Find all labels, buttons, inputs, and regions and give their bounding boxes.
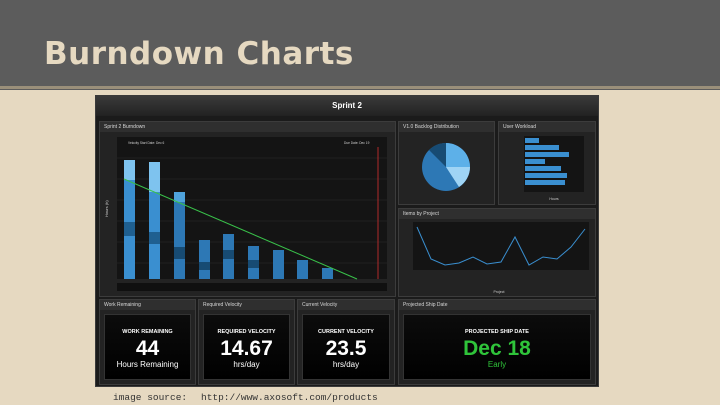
card-title: Required Velocity xyxy=(199,300,294,310)
metric-unit: hrs/day xyxy=(233,360,260,369)
dashboard-title: Sprint 2 xyxy=(332,101,362,110)
workload-bar xyxy=(525,145,559,150)
workload-bar xyxy=(525,173,567,178)
items-line xyxy=(416,226,586,266)
bar xyxy=(124,160,135,279)
bar-segment xyxy=(199,262,210,270)
burndown-legend xyxy=(117,283,387,291)
bar-segment xyxy=(124,222,135,236)
bar xyxy=(174,192,185,279)
burndown-bars xyxy=(124,160,333,279)
bar-segment xyxy=(124,160,135,180)
metric-box: CURRENT VELOCITY 23.5 hrs/day xyxy=(302,314,390,380)
pie-slice xyxy=(429,142,446,167)
bar-segment xyxy=(149,162,160,192)
metric-box: WORK REMAINING 44 Hours Remaining xyxy=(104,314,191,380)
slide-title: Burndown Charts xyxy=(44,36,354,72)
metric-label: PROJECTED SHIP DATE xyxy=(465,329,529,335)
bar xyxy=(322,268,333,279)
bar-segment xyxy=(223,250,234,259)
workload-panel[interactable]: User Workload Hours xyxy=(498,121,596,205)
metric-value: 44 xyxy=(135,337,160,360)
items-line-chart: Project xyxy=(413,222,589,294)
projected-ship-date-card[interactable]: Projected Ship Date PROJECTED SHIP DATE … xyxy=(398,299,596,385)
current-velocity-card[interactable]: Current Velocity CURRENT VELOCITY 23.5 h… xyxy=(297,299,395,385)
burndown-panel[interactable]: Sprint 2 Burndown xyxy=(99,121,396,297)
workload-title: User Workload xyxy=(499,122,595,132)
card-title: Work Remaining xyxy=(100,300,195,310)
burndown-chart: Velocity Start Date: Dec 6 Due Date: Dec… xyxy=(104,137,387,291)
metric-value: 14.67 xyxy=(220,337,273,360)
card-title: Projected Ship Date xyxy=(399,300,595,310)
start-date-label: Velocity Start Date: Dec 6 xyxy=(128,141,165,145)
workload-bar xyxy=(525,138,539,143)
backlog-pie-chart xyxy=(422,142,470,191)
items-panel[interactable]: Items by Project Project xyxy=(398,208,596,297)
bar xyxy=(149,162,160,279)
backlog-panel[interactable]: V1.0 Backlog Distribution xyxy=(398,121,495,205)
metric-unit: hrs/day xyxy=(332,360,360,369)
metric-value: 23.5 xyxy=(325,337,367,360)
items-title: Items by Project xyxy=(399,209,595,219)
metric-label: CURRENT VELOCITY xyxy=(318,329,374,335)
dashboard-header: Sprint 2 xyxy=(96,96,598,116)
dashboard-screenshot: Sprint 2 Sprint 2 Burndown xyxy=(95,95,599,387)
pie-slice xyxy=(446,143,470,167)
workload-bar xyxy=(525,159,545,164)
source-link[interactable]: http://www.axosoft.com/products xyxy=(201,392,378,403)
workload-bar xyxy=(525,152,569,157)
bar xyxy=(273,250,284,279)
metric-unit: Hours Remaining xyxy=(116,360,179,369)
metric-box: REQUIRED VELOCITY 14.67 hrs/day xyxy=(203,314,290,380)
source-label: image source: xyxy=(113,392,188,403)
workload-bar xyxy=(525,166,561,171)
title-band: Burndown Charts xyxy=(0,0,720,90)
workload-x-axis-label: Hours xyxy=(549,197,559,201)
title-rule xyxy=(0,86,720,89)
workload-bar xyxy=(525,180,565,185)
card-title: Current Velocity xyxy=(298,300,394,310)
metric-label: WORK REMAINING xyxy=(122,329,173,335)
workload-bar-chart: Hours xyxy=(524,136,584,201)
bar-segment xyxy=(149,232,160,244)
burndown-title: Sprint 2 Burndown xyxy=(100,122,395,132)
backlog-title: V1.0 Backlog Distribution xyxy=(399,122,494,132)
required-velocity-card[interactable]: Required Velocity REQUIRED VELOCITY 14.6… xyxy=(198,299,295,385)
pie-slice xyxy=(446,167,470,187)
bar-segment xyxy=(248,260,259,268)
metric-unit: Early xyxy=(487,360,507,369)
bar xyxy=(297,260,308,279)
metric-label: REQUIRED VELOCITY xyxy=(217,329,276,335)
bar-segment xyxy=(174,247,185,259)
metric-value: Dec 18 xyxy=(463,337,531,360)
bar-segment xyxy=(174,192,185,202)
bar xyxy=(199,240,210,279)
work-remaining-card[interactable]: Work Remaining WORK REMAINING 44 Hours R… xyxy=(99,299,196,385)
due-date-label: Due Date: Dec 19 xyxy=(344,141,370,145)
items-x-axis-label: Project xyxy=(494,290,505,294)
ideal-trend-line xyxy=(123,178,358,280)
burndown-y-axis-label: Hours (h) xyxy=(104,200,109,217)
metric-box: PROJECTED SHIP DATE Dec 18 Early xyxy=(403,314,591,380)
